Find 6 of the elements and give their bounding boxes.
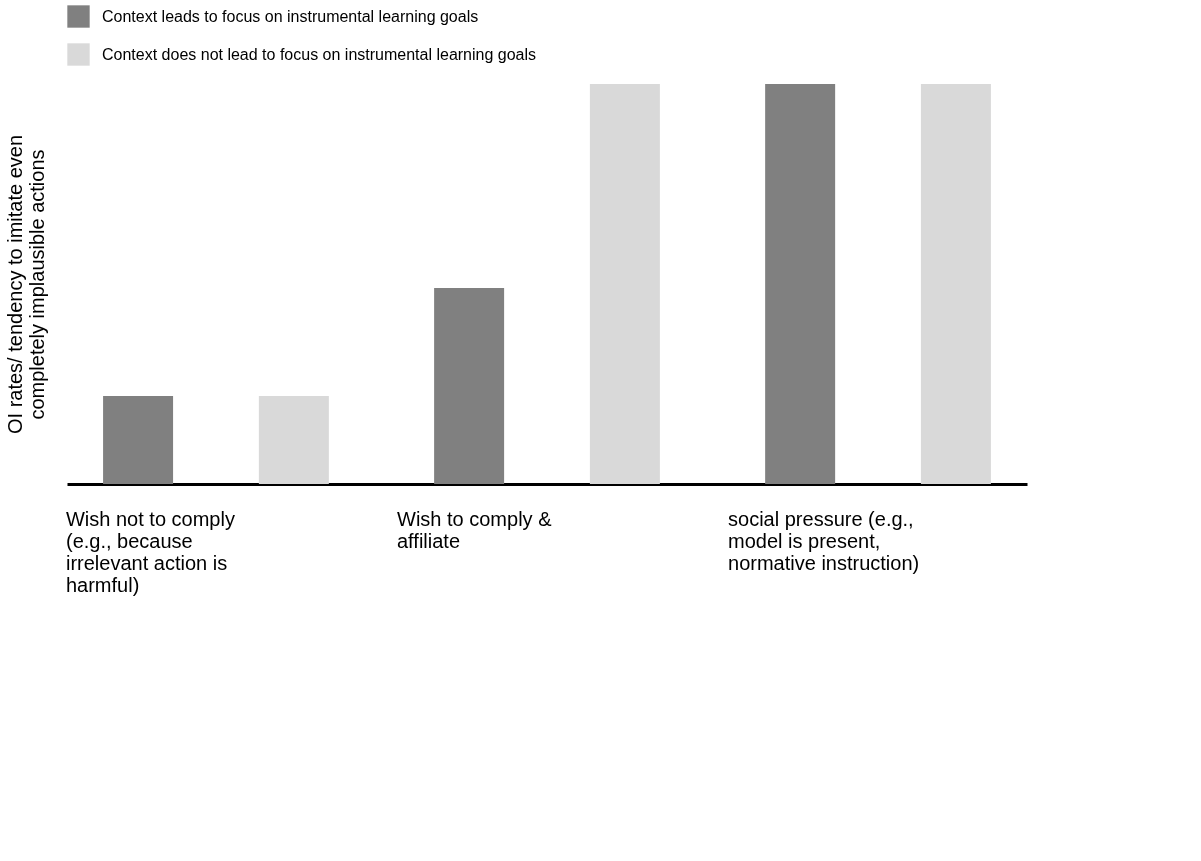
x-tick-label: Wish not to comply (e.g., because irrelevant action is harmful) xyxy=(65,507,235,596)
y-axis-title: OI rates/ tendency to imitate even completely implausible actions xyxy=(3,134,48,435)
legend-label: Context leads to focus on instrumental learning goals xyxy=(102,7,479,25)
x-tick-label: Wish to comply & affiliate xyxy=(397,507,553,552)
legend-label: Context does not lead to focus on instrumental learning goals xyxy=(102,45,537,63)
x-tick-label: social pressure (e.g., model is present, normative instruction) xyxy=(728,507,920,574)
